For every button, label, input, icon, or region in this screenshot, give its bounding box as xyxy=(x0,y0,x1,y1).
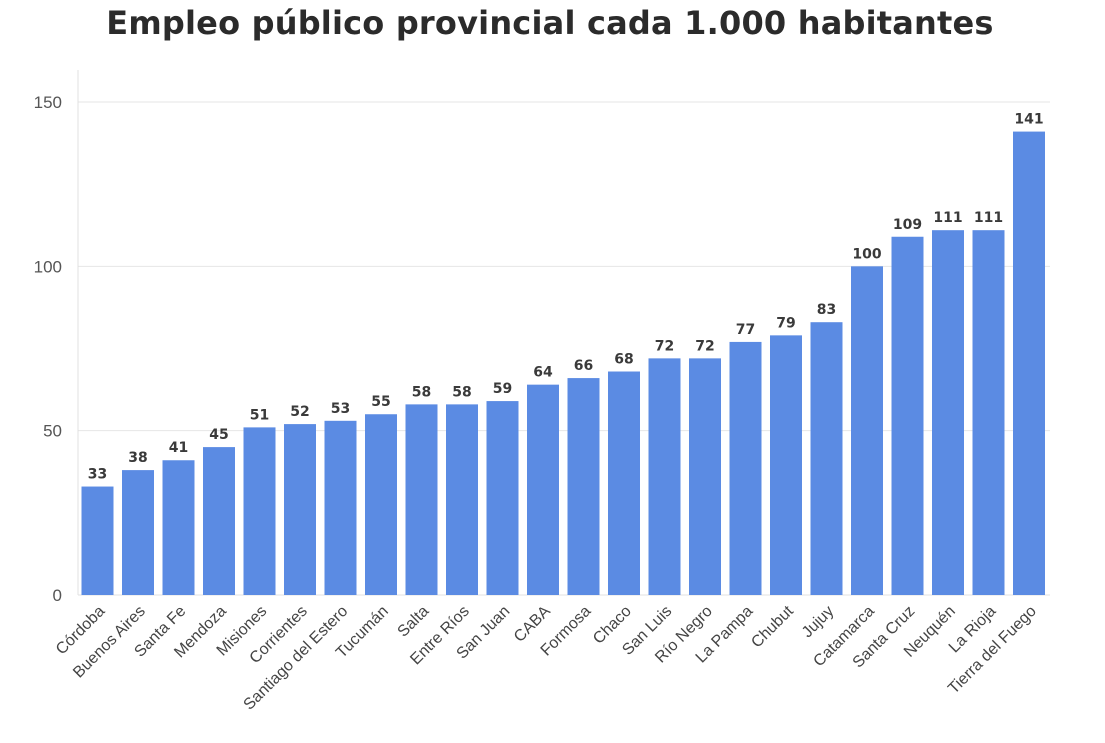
bar xyxy=(810,322,843,595)
bar-value-label: 109 xyxy=(893,217,922,233)
bar-value-label: 38 xyxy=(128,450,147,466)
bar-value-label: 64 xyxy=(533,365,553,381)
bar xyxy=(932,230,964,595)
bar-value-label: 66 xyxy=(574,358,593,374)
bar-value-label: 51 xyxy=(250,407,269,423)
bar xyxy=(405,404,438,595)
bar xyxy=(648,358,681,595)
bar-value-label: 72 xyxy=(695,338,714,354)
y-tick-label: 150 xyxy=(34,93,62,112)
bar xyxy=(324,420,357,595)
bar-value-label: 68 xyxy=(614,352,633,368)
bar-value-label: 41 xyxy=(169,440,188,456)
bar-value-label: 72 xyxy=(655,338,674,354)
value-labels: 33 38 41 45 51 52 53 55 58 58 59 64 66 68 72 72 77 79 83 10… xyxy=(88,112,1044,483)
bar xyxy=(770,335,802,595)
bar-value-label: 141 xyxy=(1014,112,1043,128)
bar-value-label: 45 xyxy=(209,427,228,443)
bar-value-label: 83 xyxy=(817,302,836,318)
bar-value-label: 52 xyxy=(290,404,309,420)
bar xyxy=(365,414,397,595)
bars xyxy=(81,131,1045,595)
bar xyxy=(851,266,883,595)
y-tick-label: 0 xyxy=(53,586,62,605)
y-tick-label: 100 xyxy=(34,257,62,276)
bar xyxy=(81,486,114,595)
category-label: Salta xyxy=(395,603,433,641)
bar-value-label: 100 xyxy=(852,246,881,262)
category-label: Chubut xyxy=(748,602,797,651)
bar xyxy=(122,470,154,595)
bar-value-label: 55 xyxy=(371,394,390,410)
bar xyxy=(162,460,195,595)
bar-value-label: 53 xyxy=(331,401,350,417)
bar xyxy=(284,424,316,595)
bar xyxy=(446,404,478,595)
bar xyxy=(486,401,519,595)
bar-value-label: 58 xyxy=(412,384,431,400)
category-label: Jujuy xyxy=(799,603,837,641)
bar xyxy=(527,384,559,595)
bar xyxy=(689,358,721,595)
gridlines xyxy=(78,101,1050,432)
bar-value-label: 33 xyxy=(88,467,107,483)
bar xyxy=(1013,131,1045,595)
bar-value-label: 111 xyxy=(933,210,962,226)
bar-value-label: 59 xyxy=(493,381,512,397)
y-tick-label: 50 xyxy=(43,422,62,441)
bar xyxy=(203,447,235,595)
bar-value-label: 79 xyxy=(776,315,795,331)
bar-value-label: 111 xyxy=(974,210,1003,226)
bar-value-label: 77 xyxy=(736,322,755,338)
bar xyxy=(243,427,276,595)
bar xyxy=(891,236,924,595)
bar xyxy=(972,230,1005,595)
chart-title: Empleo público provincial cada 1.000 hab… xyxy=(106,4,994,42)
bar-value-label: 58 xyxy=(452,384,471,400)
axes: 0 50 100 150 xyxy=(34,70,1050,605)
bar xyxy=(608,371,640,595)
bar xyxy=(567,378,600,595)
bar xyxy=(729,341,762,595)
